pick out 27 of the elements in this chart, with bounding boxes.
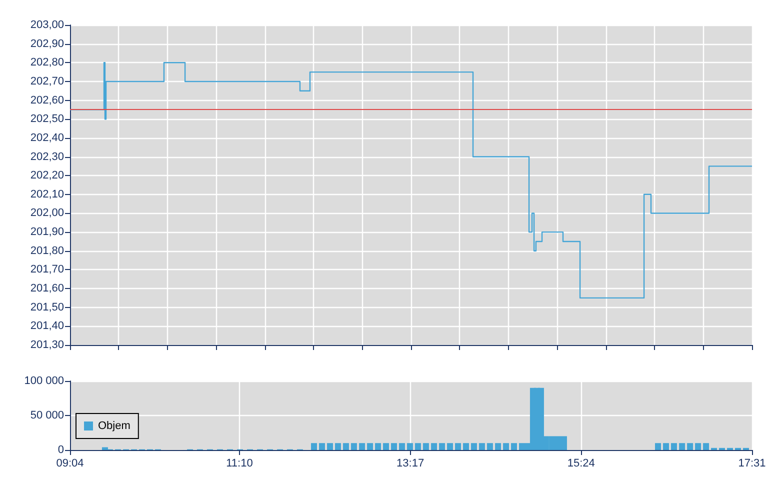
y-tick-label: 0 bbox=[58, 444, 64, 456]
y-tick-label: 201,80 bbox=[30, 244, 64, 257]
x-tick-label: 17:31 bbox=[738, 458, 766, 470]
y-tick-label: 202,90 bbox=[30, 38, 64, 50]
y-tick-label: 201,40 bbox=[30, 320, 64, 332]
x-tick-label: 11:10 bbox=[226, 458, 253, 470]
y-tick-label: 202,40 bbox=[30, 132, 64, 144]
y-tick-label: 202,70 bbox=[30, 75, 64, 88]
y-tick-label: 202,20 bbox=[30, 170, 64, 182]
x-tick-label: 15:24 bbox=[567, 458, 595, 470]
y-tick-label: 201,90 bbox=[30, 226, 64, 238]
y-tick-label: 201,60 bbox=[30, 282, 64, 295]
y-tick-label: 202,00 bbox=[30, 207, 64, 220]
y-tick-label: 50 000 bbox=[30, 410, 64, 422]
y-tick-label: 201,30 bbox=[30, 339, 64, 351]
y-tick-label: 203,00 bbox=[30, 19, 64, 31]
x-tick-label: 09:04 bbox=[56, 458, 84, 470]
legend-label: Objem bbox=[98, 420, 130, 432]
x-tick-label: 13:17 bbox=[396, 458, 424, 470]
y-tick-label: 202,50 bbox=[30, 113, 64, 126]
y-tick-label: 100 000 bbox=[24, 375, 64, 387]
y-tick-label: 202,30 bbox=[30, 150, 64, 163]
y-tick-label: 201,70 bbox=[30, 264, 64, 276]
y-tick-label: 202,60 bbox=[30, 94, 64, 106]
y-tick-label: 202,10 bbox=[30, 188, 64, 200]
y-tick-label: 201,50 bbox=[30, 301, 64, 314]
y-tick-label: 202,80 bbox=[30, 56, 64, 69]
